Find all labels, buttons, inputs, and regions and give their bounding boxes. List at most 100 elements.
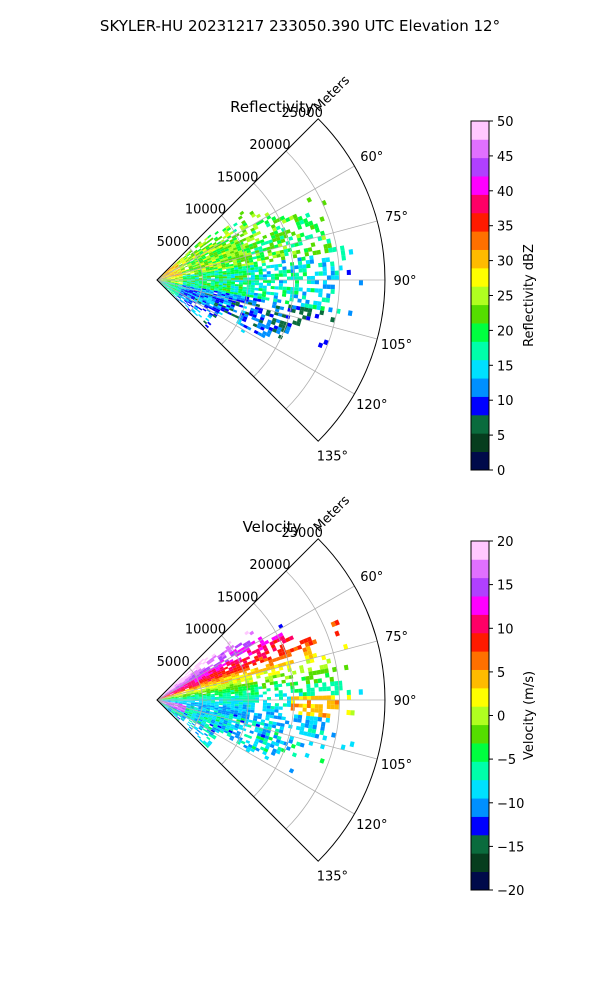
echo-bin: [219, 300, 224, 304]
echo-bin: [295, 221, 301, 227]
echo-bin: [185, 710, 189, 713]
echo-bin: [304, 752, 310, 759]
echo-bin: [211, 717, 216, 721]
echo-bin: [270, 224, 276, 229]
echo-bin: [188, 256, 193, 260]
echo-bin: [162, 278, 167, 280]
echo-bin: [204, 744, 209, 749]
echo-bin: [199, 682, 205, 685]
echo-bin: [188, 300, 193, 304]
echo-bin: [205, 303, 210, 307]
echo-bin: [257, 310, 263, 314]
echo-bin: [171, 267, 176, 270]
echo-bin: [170, 284, 175, 286]
echo-bin: [200, 713, 205, 716]
echo-bin: [230, 287, 235, 291]
colorbar-tick-label: 40: [497, 185, 514, 200]
echo-bin: [177, 287, 182, 290]
echo-bin: [191, 698, 195, 700]
echo-bin: [246, 649, 252, 654]
echo-bin: [185, 709, 190, 712]
echo-bin: [265, 732, 271, 737]
echo-bin: [282, 703, 287, 707]
echo-bin: [158, 700, 163, 703]
colorbar-tick-label: 35: [497, 220, 514, 235]
echo-bin: [202, 300, 207, 304]
echo-bin: [276, 722, 281, 727]
echo-bin: [298, 264, 303, 269]
echo-bin: [233, 669, 239, 673]
echo-bin: [201, 247, 206, 251]
echo-bin: [205, 723, 210, 727]
echo-bin: [330, 270, 335, 276]
echo-bin: [271, 251, 277, 256]
echo-bin: [214, 674, 219, 678]
echo-bin: [256, 721, 261, 725]
echo-bin: [255, 747, 260, 752]
colorbar-segment: [471, 853, 489, 873]
echo-bin: [194, 285, 199, 288]
echo-bin: [280, 238, 286, 244]
echo-bin: [186, 303, 191, 307]
echo-bin: [320, 744, 326, 750]
echo-bin: [216, 294, 222, 298]
echo-bin: [314, 280, 319, 285]
echo-bin: [171, 278, 175, 280]
echo-bin: [168, 288, 172, 291]
echo-bin: [200, 264, 205, 267]
echo-bin: [166, 695, 171, 697]
echo-bin: [242, 702, 247, 705]
echo-bin: [162, 698, 167, 700]
echo-bin: [186, 681, 191, 685]
echo-bin: [174, 684, 178, 688]
echo-bin: [234, 710, 239, 713]
echo-bin: [214, 300, 220, 304]
echo-bin: [229, 239, 234, 243]
echo-bin: [229, 250, 235, 254]
echo-bin: [194, 718, 199, 721]
echo-bin: [231, 700, 235, 702]
echo-bin: [238, 252, 244, 256]
echo-bin: [170, 696, 175, 698]
colorbar-segment: [471, 194, 489, 214]
echo-bin: [304, 251, 310, 257]
echo-bin: [214, 276, 219, 279]
echo-bin: [241, 263, 246, 267]
echo-bin: [182, 703, 187, 705]
echo-bin: [196, 255, 201, 259]
echo-bin: [265, 312, 271, 317]
echo-bin: [217, 251, 222, 255]
echo-bin: [253, 311, 258, 316]
echo-bin: [224, 728, 230, 732]
echo-bin: [207, 727, 212, 731]
echo-bin: [218, 276, 223, 279]
echo-bin: [254, 266, 259, 270]
echo-bin: [197, 735, 202, 739]
echo-bin: [234, 661, 240, 665]
echo-bin: [194, 705, 199, 707]
echo-bin: [334, 690, 339, 696]
echo-bin: [209, 265, 214, 268]
echo-bin: [251, 650, 257, 655]
echo-bin: [206, 736, 211, 741]
echo-bin: [236, 740, 241, 745]
echo-bin: [221, 241, 226, 245]
echo-bin: [279, 280, 283, 284]
echo-bin: [300, 722, 306, 728]
echo-bin: [259, 239, 265, 244]
echo-bin: [202, 286, 207, 288]
echo-bin: [208, 242, 213, 247]
echo-bin: [191, 714, 196, 718]
echo-bin: [214, 273, 219, 276]
echo-bin: [258, 285, 263, 289]
echo-bin: [253, 681, 258, 685]
echo-bin: [232, 228, 238, 233]
echo-bin: [226, 268, 231, 271]
echo-bin: [197, 661, 202, 665]
echo-bin: [226, 692, 231, 695]
echo-bin: [260, 254, 265, 258]
echo-bin: [264, 240, 270, 245]
echo-bin: [282, 266, 287, 271]
velocity-echo-field: [158, 619, 363, 774]
